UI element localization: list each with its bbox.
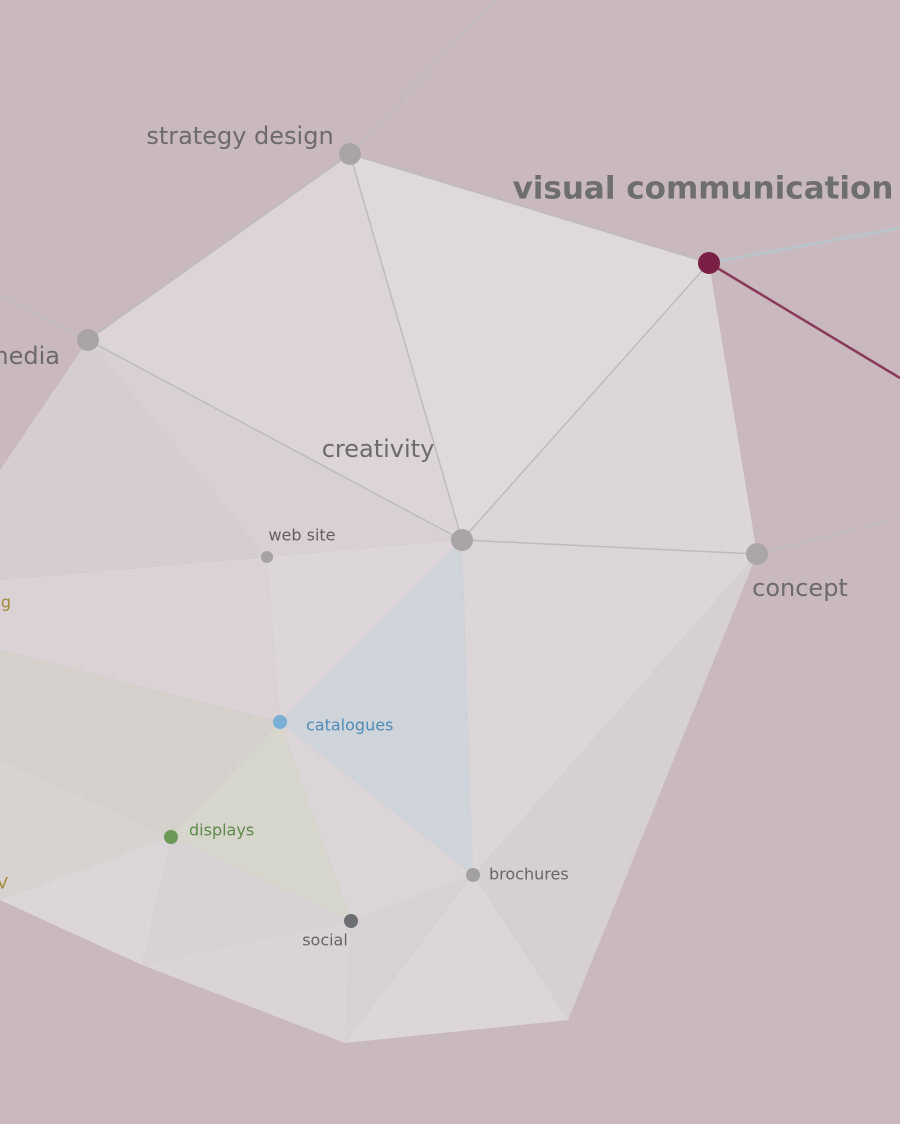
node (77, 329, 99, 351)
facet (171, 722, 351, 921)
edges (0, 0, 900, 555)
edge (87, 339, 463, 541)
edge (461, 539, 758, 555)
facet (280, 722, 473, 921)
node-label: brochures (489, 865, 569, 884)
facet (88, 340, 462, 557)
labels: strategy design visual communication med… (0, 122, 893, 950)
facet (267, 540, 462, 722)
facet (88, 154, 462, 540)
facet (0, 557, 280, 722)
node-label: g (1, 593, 11, 612)
facet (142, 921, 351, 1043)
node-label: concept (752, 574, 848, 602)
facet (0, 340, 267, 580)
node (698, 252, 720, 274)
node-label: visual communication (513, 171, 894, 207)
node (339, 143, 361, 165)
node (261, 551, 273, 563)
node (451, 529, 473, 551)
node-label: social (302, 931, 348, 950)
edge (461, 262, 710, 541)
node-label: web site (268, 526, 335, 545)
nodes (77, 143, 768, 928)
facet (0, 650, 280, 837)
node-label: strategy design (146, 122, 333, 150)
edge (349, 153, 463, 541)
edge (708, 226, 900, 265)
node-label: catalogues (306, 716, 393, 735)
node (466, 868, 480, 882)
edge (349, 0, 496, 155)
facet (0, 837, 171, 965)
node (344, 914, 358, 928)
edge (349, 153, 710, 264)
facet (350, 154, 709, 540)
node-label: media (0, 342, 60, 370)
node-label: displays (189, 821, 254, 840)
edge (756, 517, 900, 555)
node (746, 543, 768, 565)
facet (462, 540, 757, 875)
edge (87, 153, 351, 341)
node-label: V (0, 874, 8, 893)
facet (0, 760, 171, 900)
edge (0, 294, 89, 341)
facet (462, 263, 757, 554)
facet (345, 875, 568, 1043)
facet (473, 554, 757, 1020)
node-label: creativity (322, 435, 435, 463)
facet (142, 837, 351, 965)
edge-highlight (708, 261, 900, 380)
facets (0, 154, 757, 1043)
node (164, 830, 178, 844)
facet (280, 540, 473, 875)
node (273, 715, 287, 729)
